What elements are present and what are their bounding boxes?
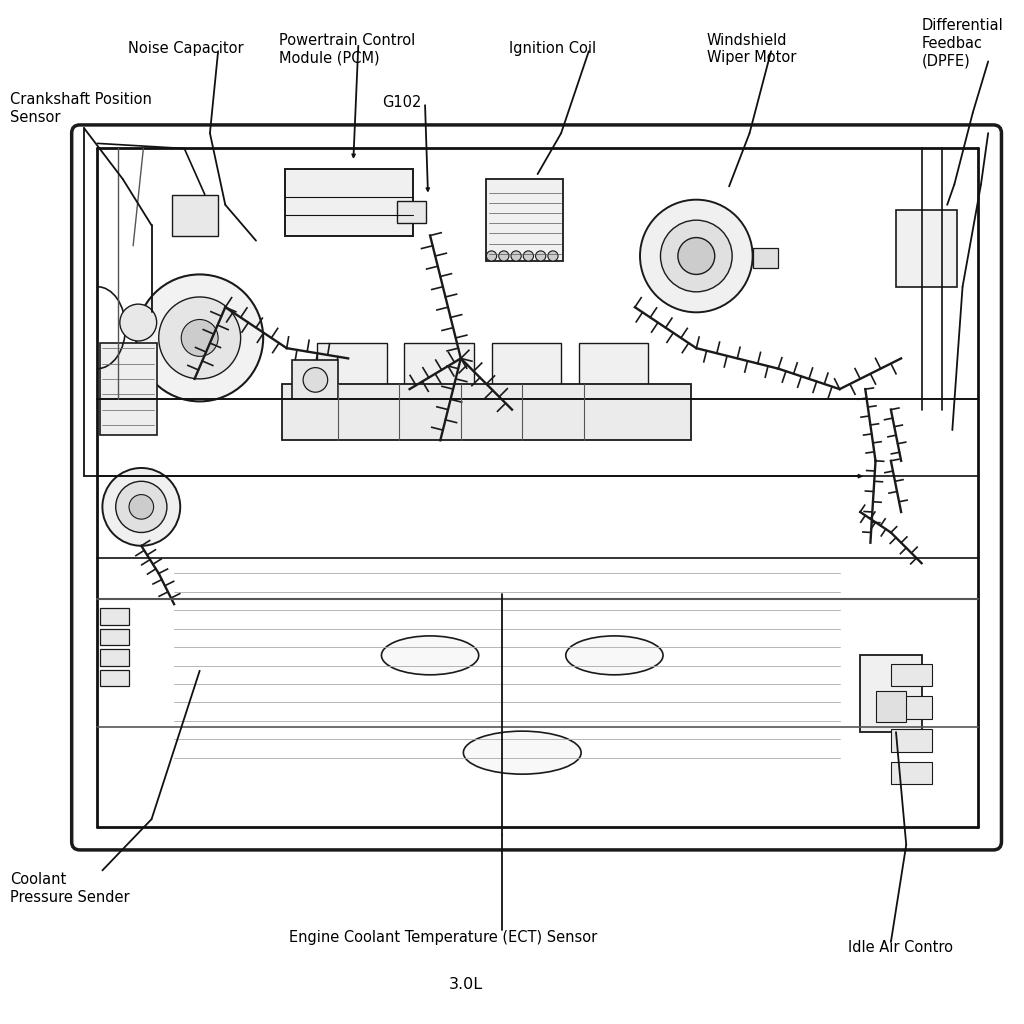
Circle shape — [640, 200, 753, 312]
Circle shape — [660, 220, 732, 292]
Bar — [579, 343, 648, 389]
Circle shape — [159, 297, 241, 379]
Bar — [282, 384, 691, 440]
Circle shape — [548, 251, 558, 261]
Bar — [100, 670, 129, 686]
Circle shape — [129, 495, 154, 519]
Text: Windshield
Wiper Motor: Windshield Wiper Motor — [707, 33, 796, 66]
Circle shape — [486, 251, 497, 261]
Bar — [891, 664, 932, 686]
Bar — [753, 248, 778, 268]
Bar — [100, 629, 129, 645]
Text: Ignition Coil: Ignition Coil — [509, 41, 596, 56]
Bar — [100, 649, 129, 666]
Text: Differential
Feedbac
(DPFE): Differential Feedbac (DPFE) — [922, 18, 1004, 69]
Circle shape — [536, 251, 546, 261]
Circle shape — [511, 251, 521, 261]
Text: Noise Capacitor: Noise Capacitor — [128, 41, 244, 56]
Bar — [891, 729, 932, 752]
Bar — [486, 179, 563, 261]
Text: Crankshaft Position
Sensor: Crankshaft Position Sensor — [10, 92, 153, 125]
Bar — [285, 169, 413, 236]
Circle shape — [102, 468, 180, 546]
Circle shape — [181, 319, 218, 356]
Bar — [292, 360, 338, 399]
FancyBboxPatch shape — [72, 125, 1001, 850]
Bar — [397, 201, 426, 223]
Bar — [317, 343, 387, 389]
Ellipse shape — [565, 636, 664, 675]
Bar — [891, 696, 932, 719]
Ellipse shape — [381, 636, 478, 675]
Text: Powertrain Control
Module (PCM): Powertrain Control Module (PCM) — [279, 33, 415, 66]
Bar — [492, 343, 561, 389]
Circle shape — [499, 251, 509, 261]
Circle shape — [678, 238, 715, 274]
Circle shape — [303, 368, 328, 392]
Circle shape — [136, 274, 263, 401]
Bar — [896, 210, 957, 287]
Circle shape — [523, 251, 534, 261]
Bar — [100, 608, 129, 625]
Text: 3.0L: 3.0L — [449, 977, 483, 992]
Circle shape — [120, 304, 157, 341]
Text: G102: G102 — [382, 95, 421, 111]
Bar — [891, 762, 932, 784]
Bar — [100, 343, 157, 435]
Bar — [172, 195, 218, 236]
Text: Engine Coolant Temperature (ECT) Sensor: Engine Coolant Temperature (ECT) Sensor — [289, 930, 597, 945]
Circle shape — [116, 481, 167, 532]
Bar — [860, 655, 922, 732]
Text: Coolant
Pressure Sender: Coolant Pressure Sender — [10, 872, 130, 905]
Bar — [876, 691, 906, 722]
Ellipse shape — [463, 731, 582, 774]
Bar — [404, 343, 474, 389]
Text: Idle Air Contro: Idle Air Contro — [848, 940, 953, 955]
